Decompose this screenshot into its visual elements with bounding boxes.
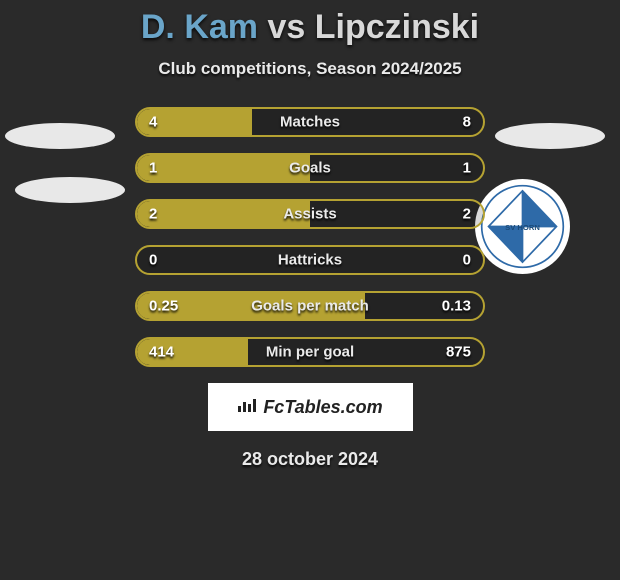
page-title: D. Kam vs Lipczinski xyxy=(0,0,620,47)
stat-label: Matches xyxy=(280,114,340,131)
stat-value-right: 0.13 xyxy=(442,298,471,315)
player1-name: D. Kam xyxy=(141,8,258,46)
stat-value-left: 414 xyxy=(149,344,174,361)
stat-rows: 4 Matches 8 1 Goals 1 2 Assists 2 0 Hattricks 0 0.25… xyxy=(135,107,485,367)
stat-row: 0.25 Goals per match 0.13 xyxy=(135,291,485,321)
player1-club-icon xyxy=(15,177,125,203)
stat-row: 2 Assists 2 xyxy=(135,199,485,229)
player2-avatar-icon xyxy=(495,123,605,149)
stat-value-right: 875 xyxy=(446,344,471,361)
stat-value-right: 8 xyxy=(463,114,471,131)
stat-row: 414 Min per goal 875 xyxy=(135,337,485,367)
player2-club-badge: SV HORN xyxy=(475,179,570,274)
svg-text:SV HORN: SV HORN xyxy=(505,223,540,232)
stat-label: Goals xyxy=(289,160,331,177)
date-text: 28 october 2024 xyxy=(0,449,620,470)
stat-value-left: 1 xyxy=(149,160,157,177)
bar-chart-icon xyxy=(237,397,257,418)
player2-name: Lipczinski xyxy=(315,8,479,46)
player1-avatar-icon xyxy=(5,123,115,149)
stat-value-right: 1 xyxy=(463,160,471,177)
stat-label: Hattricks xyxy=(278,252,342,269)
sv-horn-badge-icon: SV HORN xyxy=(480,184,565,269)
stat-label: Goals per match xyxy=(251,298,369,315)
stat-row: 4 Matches 8 xyxy=(135,107,485,137)
stat-row: 0 Hattricks 0 xyxy=(135,245,485,275)
stat-value-right: 0 xyxy=(463,252,471,269)
vs-text: vs xyxy=(258,8,315,46)
stat-value-right: 2 xyxy=(463,206,471,223)
comparison-content: SV HORN 4 Matches 8 1 Goals 1 2 Assists 2 0 Hattri… xyxy=(0,107,620,367)
stat-value-left: 2 xyxy=(149,206,157,223)
brand-text: FcTables.com xyxy=(263,397,382,418)
stat-fill xyxy=(137,155,310,181)
fctables-brand[interactable]: FcTables.com xyxy=(208,383,413,431)
subtitle: Club competitions, Season 2024/2025 xyxy=(0,59,620,79)
stat-value-left: 0 xyxy=(149,252,157,269)
stat-label: Assists xyxy=(283,206,336,223)
stat-label: Min per goal xyxy=(266,344,354,361)
stat-value-left: 0.25 xyxy=(149,298,178,315)
stat-value-left: 4 xyxy=(149,114,157,131)
stat-row: 1 Goals 1 xyxy=(135,153,485,183)
